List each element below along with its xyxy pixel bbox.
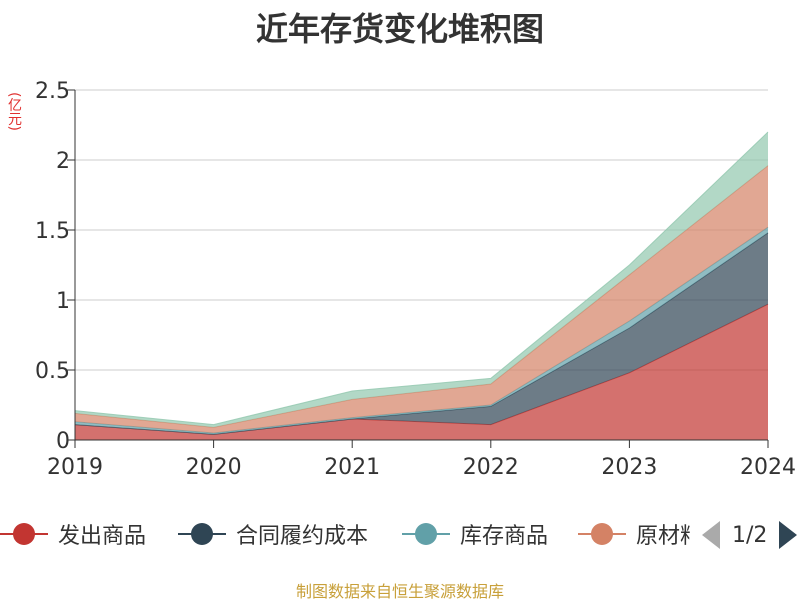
area-series-4 <box>75 165 768 433</box>
x-tick-label: 2022 <box>463 455 519 480</box>
legend-label: 发出商品 <box>58 524 147 549</box>
stacked-area-chart: 0 0.5 1 1.5 2 2.5 2019 2020 2021 2022 2023 2024 <box>35 79 796 480</box>
y-tick-label: 0.5 <box>35 359 70 384</box>
legend-prev-page-icon[interactable] <box>702 521 720 549</box>
data-source-note: 制图数据来自恒生聚源数据库 <box>295 582 504 601</box>
legend-page-indicator: 1/2 <box>732 522 768 548</box>
legend: 发出商品 合同履约成本 库存商品 原材料 <box>0 512 800 556</box>
y-axis-unit-label: (亿元) <box>6 92 22 131</box>
y-tick-label: 2.5 <box>35 79 70 104</box>
legend-item[interactable]: 库存商品 <box>402 512 548 556</box>
legend-label: 合同履约成本 <box>236 524 369 549</box>
chart-title: 近年存货变化堆积图 <box>255 10 544 48</box>
legend-item[interactable]: 发出商品 <box>0 512 146 556</box>
area-series-2 <box>75 232 768 435</box>
x-tick-label: 2019 <box>47 455 103 480</box>
area-series-line-5 <box>74 131 769 426</box>
legend-marker-icon <box>0 522 48 546</box>
y-tick-label: 0 <box>56 429 70 454</box>
legend-marker-icon <box>178 522 226 546</box>
legend-item[interactable]: 合同履约成本 <box>178 512 368 556</box>
legend-label: 库存商品 <box>460 524 549 549</box>
x-tick-label: 2020 <box>186 455 242 480</box>
legend-next-page-icon[interactable] <box>779 521 798 549</box>
area-series-1 <box>75 304 768 440</box>
legend-marker-icon <box>578 522 626 546</box>
y-tick-label: 1 <box>56 289 70 314</box>
legend-pager: 1/2 <box>702 520 798 550</box>
legend-label: 原材料 <box>636 524 690 549</box>
legend-viewport: 发出商品 合同履约成本 库存商品 原材料 <box>0 512 690 556</box>
y-tick-label: 2 <box>56 149 70 174</box>
x-tick-label: 2021 <box>324 455 380 480</box>
legend-item[interactable]: 原材料 <box>578 512 690 556</box>
y-tick-label: 1.5 <box>35 219 70 244</box>
x-tick-label: 2024 <box>740 455 796 480</box>
legend-marker-icon <box>402 522 450 546</box>
x-tick-label: 2023 <box>601 455 657 480</box>
